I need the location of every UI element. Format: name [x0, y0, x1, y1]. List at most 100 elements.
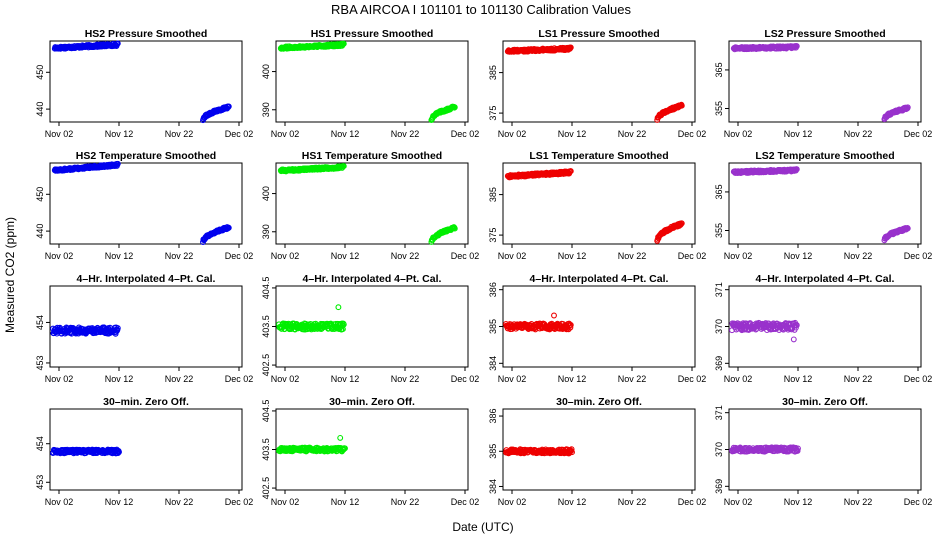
panel-title: 30–min. Zero Off. [556, 396, 642, 408]
plot-frame [502, 408, 696, 491]
x-tick-label: Nov 12 [784, 374, 813, 384]
data-point [567, 324, 574, 331]
data-point [225, 224, 232, 231]
data-point [904, 225, 911, 232]
y-tick-label: 440 [35, 102, 45, 117]
y-tick-label: 384 [488, 356, 498, 371]
panel-title: LS2 Temperature Smoothed [755, 150, 894, 162]
panel-title: HS2 Temperature Smoothed [76, 150, 216, 162]
x-tick-label: Nov 12 [331, 129, 360, 139]
x-tick-label: Nov 02 [45, 129, 74, 139]
panel-title: 30–min. Zero Off. [103, 396, 189, 408]
panel-title: LS1 Pressure Smoothed [538, 28, 659, 40]
y-tick-label: 369 [714, 356, 724, 371]
x-tick-label: Nov 22 [618, 251, 647, 261]
data-point [569, 449, 575, 456]
plot-frame [502, 40, 696, 123]
x-tick-label: Nov 02 [724, 497, 753, 507]
panel-1-1: HS1 Temperature Smoothed Nov 02 Nov 12 Nov … [261, 150, 479, 261]
x-tick-label: Nov 22 [391, 497, 420, 507]
y-tick-label: 453 [35, 355, 45, 370]
plot-frame [502, 162, 696, 245]
y-tick-label: 355 [714, 101, 724, 116]
panel-0-2: LS1 Pressure Smoothed Nov 02 Nov 12 Nov 22 D… [488, 28, 706, 139]
x-tick-label: Nov 22 [391, 129, 420, 139]
plot-frame [728, 40, 922, 123]
data-point [116, 449, 122, 455]
x-tick-label: Nov 12 [105, 497, 134, 507]
data-point [451, 104, 458, 111]
outlier-point [790, 336, 797, 343]
data-point [340, 321, 347, 328]
panel-2-3: 4–Hr. Interpolated 4–Pt. Cal. Nov 02 Nov 1… [714, 273, 932, 384]
x-tick-label: Nov 22 [391, 251, 420, 261]
y-tick-label: 385 [488, 319, 498, 334]
y-tick-label: 404.5 [261, 277, 271, 300]
panel-3-0: 30–min. Zero Off. Nov 02 Nov 12 Nov 22 Dec 0… [35, 396, 253, 507]
x-tick-label: Nov 12 [105, 129, 134, 139]
data-point [793, 43, 800, 50]
x-tick-label: Nov 02 [498, 251, 527, 261]
x-tick-label: Nov 12 [558, 251, 587, 261]
figure-title: RBA AIRCOA I 101101 to 101130 Calibratio… [331, 2, 631, 17]
panel-3-1: 30–min. Zero Off. Nov 02 Nov 12 Nov 22 Dec 0… [261, 396, 479, 507]
x-tick-label: Nov 12 [558, 374, 587, 384]
x-tick-label: Nov 22 [165, 129, 194, 139]
panel-title: LS1 Temperature Smoothed [529, 150, 668, 162]
panel-0-1: HS1 Pressure Smoothed Nov 02 Nov 12 Nov 22 D… [261, 28, 479, 139]
panel-title: LS2 Pressure Smoothed [764, 28, 885, 40]
outlier-point [335, 304, 342, 311]
x-tick-label: Dec 02 [451, 129, 480, 139]
data-point [567, 322, 574, 328]
y-tick-label: 403.5 [261, 438, 271, 461]
x-tick-label: Nov 22 [165, 497, 194, 507]
panel-title: HS2 Pressure Smoothed [85, 28, 208, 40]
x-tick-label: Nov 02 [724, 251, 753, 261]
x-tick-label: Nov 02 [724, 129, 753, 139]
data-point [568, 446, 575, 453]
plot-frame [49, 40, 243, 123]
y-tick-label: 404.5 [261, 400, 271, 423]
x-tick-label: Nov 02 [271, 497, 300, 507]
x-tick-label: Dec 02 [904, 251, 933, 261]
y-tick-label: 371 [714, 405, 724, 420]
data-point [340, 40, 347, 47]
data-point [342, 445, 348, 452]
data-point [340, 163, 347, 170]
x-tick-label: Dec 02 [225, 497, 254, 507]
y-tick-label: 370 [714, 442, 724, 457]
x-tick-label: Nov 02 [498, 497, 527, 507]
plot-frame [49, 285, 243, 368]
x-tick-label: Dec 02 [904, 129, 933, 139]
y-tick-label: 385 [488, 187, 498, 202]
y-tick-label: 390 [261, 102, 271, 117]
plot-frame [728, 162, 922, 245]
panel-0-3: LS2 Pressure Smoothed Nov 02 Nov 12 Nov 22 D… [714, 28, 932, 139]
x-tick-label: Nov 02 [45, 251, 74, 261]
y-tick-label: 402.5 [261, 477, 271, 500]
y-tick-label: 365 [714, 184, 724, 199]
x-tick-label: Dec 02 [678, 374, 707, 384]
x-tick-label: Nov 22 [165, 251, 194, 261]
x-tick-label: Dec 02 [678, 497, 707, 507]
y-tick-label: 453 [35, 475, 45, 490]
data-point [451, 225, 458, 232]
panel-title: 4–Hr. Interpolated 4–Pt. Cal. [77, 273, 216, 285]
y-tick-label: 371 [714, 282, 724, 297]
x-tick-label: Nov 02 [45, 497, 74, 507]
panel-2-0: 4–Hr. Interpolated 4–Pt. Cal. Nov 02 Nov 1… [35, 273, 253, 384]
x-tick-label: Dec 02 [451, 251, 480, 261]
x-tick-label: Dec 02 [678, 129, 707, 139]
y-tick-label: 450 [35, 65, 45, 80]
x-tick-label: Nov 22 [618, 129, 647, 139]
x-tick-label: Nov 12 [558, 129, 587, 139]
plot-frame [275, 162, 469, 245]
panel-title: HS1 Pressure Smoothed [311, 28, 434, 40]
x-tick-label: Nov 02 [271, 251, 300, 261]
data-point [114, 325, 121, 332]
data-point [793, 166, 800, 173]
data-point [795, 445, 801, 452]
x-tick-label: Nov 12 [558, 497, 587, 507]
x-tick-label: Dec 02 [451, 374, 480, 384]
